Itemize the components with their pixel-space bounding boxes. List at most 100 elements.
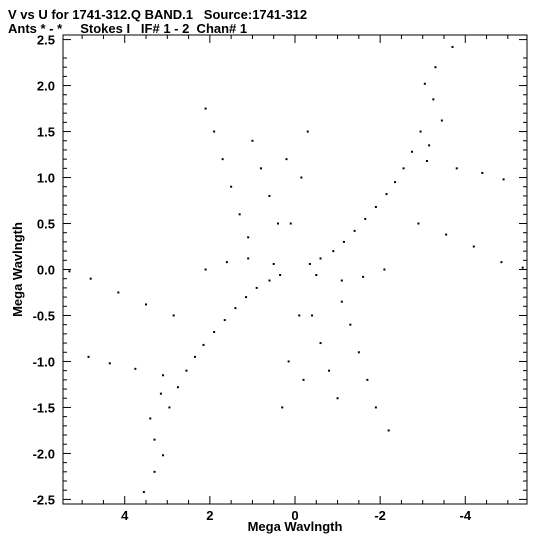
data-point (87, 355, 90, 358)
data-point (319, 257, 322, 260)
data-point (472, 245, 475, 248)
y-tick-label: 0.0 (37, 263, 55, 278)
data-point (193, 355, 196, 358)
data-point (332, 250, 335, 253)
y-tick-label: 2.5 (37, 33, 55, 48)
data-point (362, 275, 365, 278)
data-point (204, 107, 207, 110)
y-tick-label: -1.0 (33, 354, 55, 369)
data-point (223, 319, 226, 322)
data-point (234, 307, 237, 310)
y-tick-label: 2.0 (37, 79, 55, 94)
data-point (342, 240, 345, 243)
data-point (425, 159, 428, 162)
data-point (176, 386, 179, 389)
data-point (149, 417, 152, 420)
data-points (68, 45, 524, 494)
x-tick-label: -4 (459, 508, 471, 523)
data-point (502, 178, 505, 181)
data-point (168, 406, 171, 409)
data-point (428, 144, 431, 147)
data-point (432, 98, 435, 101)
data-point (481, 171, 484, 174)
plot-frame (62, 34, 528, 505)
data-point (434, 66, 437, 69)
data-point (172, 314, 175, 317)
x-tick-label: 4 (121, 508, 129, 523)
data-point (89, 277, 92, 280)
data-point (185, 369, 188, 372)
data-point (311, 314, 314, 317)
y-tick-label: -2.5 (33, 492, 55, 507)
data-point (251, 139, 254, 142)
data-point (272, 262, 275, 265)
x-tick-label: -2 (374, 508, 386, 523)
data-point (281, 406, 284, 409)
data-point (276, 222, 279, 225)
x-tick-label: 0 (291, 508, 298, 523)
data-point (117, 291, 120, 294)
data-point (374, 406, 377, 409)
data-point (300, 176, 303, 179)
data-point (451, 45, 454, 48)
data-point (245, 296, 248, 299)
data-point (308, 262, 311, 265)
data-point (500, 261, 503, 264)
data-point (349, 323, 352, 326)
data-point (411, 150, 414, 153)
data-point (383, 268, 386, 271)
data-point (440, 119, 443, 122)
y-tick-label: -2.0 (33, 446, 55, 461)
data-point (387, 429, 390, 432)
data-point (225, 261, 228, 264)
data-point (204, 268, 207, 271)
data-point (298, 314, 301, 317)
data-point (336, 397, 339, 400)
data-point (247, 236, 250, 239)
data-point (287, 360, 290, 363)
data-point (238, 213, 241, 216)
data-point (306, 130, 309, 133)
data-point (374, 205, 377, 208)
data-point (402, 167, 405, 170)
data-point (145, 303, 148, 306)
data-point (230, 185, 233, 188)
data-point (319, 342, 322, 345)
data-point (417, 222, 420, 225)
y-tick-label: -1.5 (33, 400, 55, 415)
data-point (353, 229, 356, 232)
data-point (162, 454, 165, 457)
data-point (285, 158, 288, 161)
data-point (108, 362, 111, 365)
data-point (268, 279, 271, 282)
data-point (221, 158, 224, 161)
data-point (340, 300, 343, 303)
data-point (302, 378, 305, 381)
data-point (455, 167, 458, 170)
data-point (68, 270, 71, 273)
data-point (289, 222, 292, 225)
x-tick-label: 2 (206, 508, 213, 523)
data-point (357, 351, 360, 354)
data-point (419, 130, 422, 133)
y-tick-label: -0.5 (33, 308, 55, 323)
data-point (162, 374, 165, 377)
y-tick-label: 1.0 (37, 171, 55, 186)
data-point (394, 181, 397, 184)
x-axis-title: Mega Wavlngth (248, 519, 343, 534)
data-point (279, 274, 282, 277)
data-point (364, 217, 367, 220)
data-point (366, 378, 369, 381)
data-point (521, 266, 524, 269)
data-point (268, 194, 271, 197)
data-point (315, 274, 318, 277)
data-point (213, 130, 216, 133)
data-point (142, 491, 145, 494)
data-point (423, 82, 426, 85)
data-point (445, 233, 448, 236)
data-point (202, 343, 205, 346)
chart-title: V vs U for 1741-312.Q BAND.1 Source:1741… (8, 7, 308, 22)
x-axis: 4 2 0 -2 -4 (81, 35, 509, 523)
y-tick-label: 1.5 (37, 125, 55, 140)
